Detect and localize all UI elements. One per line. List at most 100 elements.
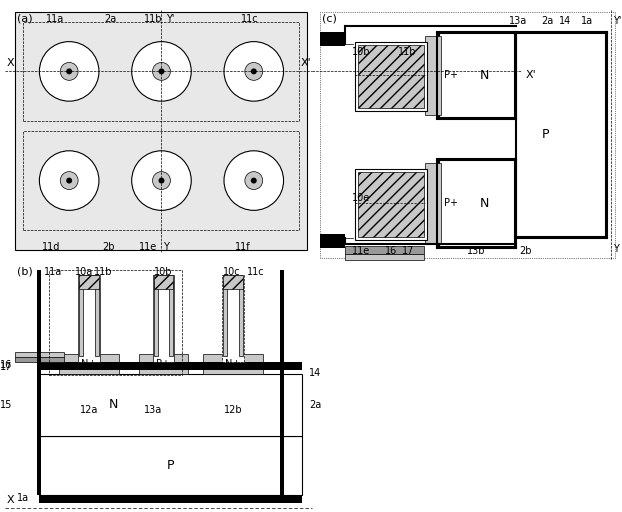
Bar <box>345 246 424 254</box>
Text: 17: 17 <box>402 246 414 256</box>
Circle shape <box>251 178 257 183</box>
Text: X: X <box>7 495 14 505</box>
Bar <box>14 352 64 357</box>
Bar <box>239 281 243 356</box>
Bar <box>439 159 516 248</box>
Text: N: N <box>480 69 489 82</box>
Text: N+: N+ <box>81 359 96 369</box>
Text: 10e: 10e <box>352 194 370 203</box>
Bar <box>22 22 299 121</box>
Text: 11b: 11b <box>94 267 113 277</box>
Text: 10b: 10b <box>154 267 172 277</box>
Bar <box>425 36 442 115</box>
Text: 14: 14 <box>559 16 572 26</box>
Text: 13a: 13a <box>144 405 163 415</box>
Bar <box>355 41 427 111</box>
Bar <box>39 436 302 495</box>
Text: P: P <box>167 459 174 472</box>
Text: 10a: 10a <box>75 267 93 277</box>
Bar <box>95 281 99 356</box>
Circle shape <box>159 69 164 74</box>
Text: Y: Y <box>164 242 169 252</box>
Text: 11b: 11b <box>144 14 162 24</box>
Bar <box>355 168 427 240</box>
Text: 11d: 11d <box>42 242 61 252</box>
Text: N+: N+ <box>225 359 241 369</box>
Bar <box>39 374 302 436</box>
Bar <box>425 163 442 244</box>
Bar <box>358 45 424 108</box>
Text: (b): (b) <box>17 267 32 277</box>
Text: 16: 16 <box>385 246 397 256</box>
Circle shape <box>66 178 72 183</box>
Bar <box>203 354 262 374</box>
Circle shape <box>39 151 99 210</box>
Circle shape <box>245 62 262 80</box>
Bar <box>358 172 424 237</box>
Bar <box>49 270 182 375</box>
Circle shape <box>159 178 164 183</box>
Circle shape <box>224 41 284 101</box>
Text: 1a: 1a <box>581 16 593 26</box>
Text: X': X' <box>292 495 304 505</box>
Text: 16: 16 <box>1 360 12 370</box>
Text: 13b: 13b <box>467 246 486 256</box>
Text: Y': Y' <box>167 14 175 24</box>
Circle shape <box>224 151 284 210</box>
Bar <box>320 32 345 46</box>
Text: 1a: 1a <box>17 493 29 503</box>
Circle shape <box>251 69 257 74</box>
Text: 11c: 11c <box>241 14 259 24</box>
Bar <box>516 32 607 238</box>
Bar <box>39 495 302 503</box>
Circle shape <box>60 62 78 80</box>
Bar <box>345 254 424 260</box>
Text: X: X <box>7 58 14 69</box>
Bar <box>439 32 516 119</box>
Bar <box>320 12 615 258</box>
Text: 10c: 10c <box>223 267 241 277</box>
Bar <box>59 354 119 374</box>
Text: Y': Y' <box>613 16 621 26</box>
Text: 2a: 2a <box>104 14 116 24</box>
Bar <box>169 281 174 356</box>
Bar <box>222 275 244 362</box>
Bar <box>223 275 243 289</box>
Circle shape <box>132 151 191 210</box>
Bar <box>79 281 83 356</box>
Circle shape <box>132 41 191 101</box>
Bar <box>154 275 174 289</box>
Text: P+: P+ <box>444 198 458 208</box>
Bar <box>223 281 227 356</box>
Text: 13a: 13a <box>509 16 527 26</box>
Circle shape <box>66 69 72 74</box>
Text: P: P <box>542 129 549 141</box>
Bar <box>79 275 99 289</box>
Text: N: N <box>109 398 119 411</box>
Text: 2a: 2a <box>309 400 322 410</box>
Text: P+: P+ <box>444 70 458 80</box>
Text: 2b: 2b <box>102 242 114 252</box>
Text: N: N <box>480 197 489 210</box>
Bar <box>37 270 42 495</box>
Text: 11a: 11a <box>44 267 63 277</box>
Circle shape <box>152 62 170 80</box>
Bar <box>320 234 345 248</box>
Text: 11a: 11a <box>47 14 65 24</box>
Bar <box>279 270 284 495</box>
Circle shape <box>245 172 262 189</box>
Circle shape <box>152 172 170 189</box>
Bar <box>14 357 64 362</box>
Text: X': X' <box>526 70 537 80</box>
Text: Y: Y <box>613 244 619 254</box>
Text: 11b: 11b <box>397 47 416 57</box>
Text: P+: P+ <box>157 359 170 369</box>
Text: 2b: 2b <box>519 246 531 256</box>
Circle shape <box>60 172 78 189</box>
Circle shape <box>39 41 99 101</box>
Bar <box>78 275 100 362</box>
Text: 12a: 12a <box>80 405 98 415</box>
Text: 12b: 12b <box>224 405 242 415</box>
Text: (a): (a) <box>17 14 32 24</box>
Bar <box>152 275 174 362</box>
